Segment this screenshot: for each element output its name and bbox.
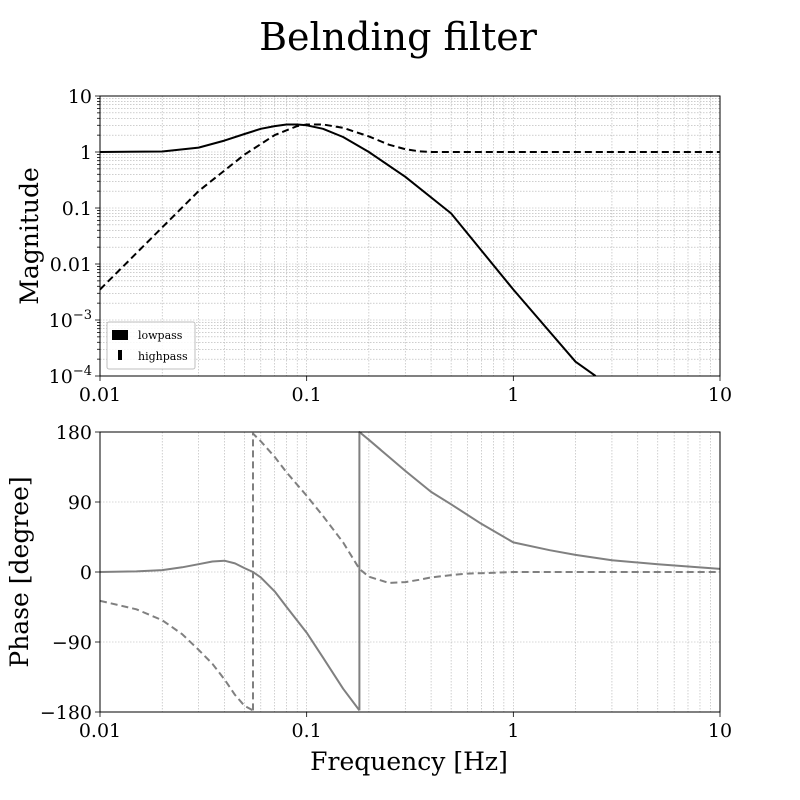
phase-ytick-label: 0 [80, 562, 92, 584]
phase-panel: −180 −90 0 90 180 0.01 0.1 1 10 Phase [degree] F… [5, 422, 732, 776]
magnitude-lines [100, 123, 720, 376]
phase-series-highpass-segment-1 [252, 432, 720, 711]
phase-ytick-label: −90 [52, 632, 92, 654]
magnitude-series-lowpass [100, 123, 597, 376]
legend-swatch-lowpass [112, 330, 128, 340]
phase-lines [100, 431, 720, 712]
magnitude-ytick-label: 10 [68, 86, 92, 108]
chart-title: Belnding filter [259, 15, 538, 59]
phase-series-highpass-segment-0 [100, 599, 254, 712]
magnitude-xtick-label: 0.1 [292, 384, 322, 406]
phase-xtick-label: 10 [708, 720, 732, 742]
phase-xtick-label: 0.01 [79, 720, 121, 742]
phase-xlabel: Frequency [Hz] [310, 747, 508, 776]
magnitude-grid [99, 95, 721, 377]
phase-xtick-label: 0.1 [292, 720, 322, 742]
legend-box [106, 321, 196, 370]
legend-swatch-highpass [118, 350, 122, 360]
legend: lowpass highpass [106, 321, 196, 370]
phase-ytick-label: 180 [56, 422, 92, 444]
magnitude-ytick-label: 10−3 [49, 308, 92, 332]
phase-ytick-label: −180 [40, 702, 92, 724]
magnitude-series-highpass [100, 123, 720, 291]
magnitude-ytick-label: 0.01 [50, 254, 92, 276]
magnitude-axes-frame [99, 95, 721, 377]
phase-ylabel: Phase [degree] [5, 476, 34, 667]
phase-xtick-label: 1 [507, 720, 519, 742]
magnitude-xtick-label: 10 [708, 384, 732, 406]
legend-label-lowpass: lowpass [138, 329, 183, 342]
phase-series-lowpass-segment-0 [100, 559, 361, 712]
phase-ticks: −180 −90 0 90 180 0.01 0.1 1 10 [40, 422, 732, 742]
magnitude-xtick-label: 1 [507, 384, 519, 406]
magnitude-ylabel: Magnitude [15, 167, 44, 305]
magnitude-ytick-label: 1 [80, 142, 92, 164]
phase-ytick-label: 90 [68, 492, 92, 514]
magnitude-xtick-label: 0.01 [79, 384, 121, 406]
legend-label-highpass: highpass [138, 350, 188, 363]
magnitude-ytick-label: 0.1 [62, 198, 92, 220]
phase-series-lowpass-segment-1 [358, 431, 720, 711]
